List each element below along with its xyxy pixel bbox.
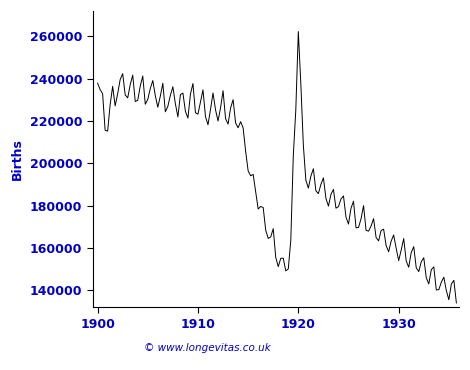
Y-axis label: Births: Births <box>11 138 24 180</box>
Text: © www.longevitas.co.uk: © www.longevitas.co.uk <box>144 343 271 353</box>
